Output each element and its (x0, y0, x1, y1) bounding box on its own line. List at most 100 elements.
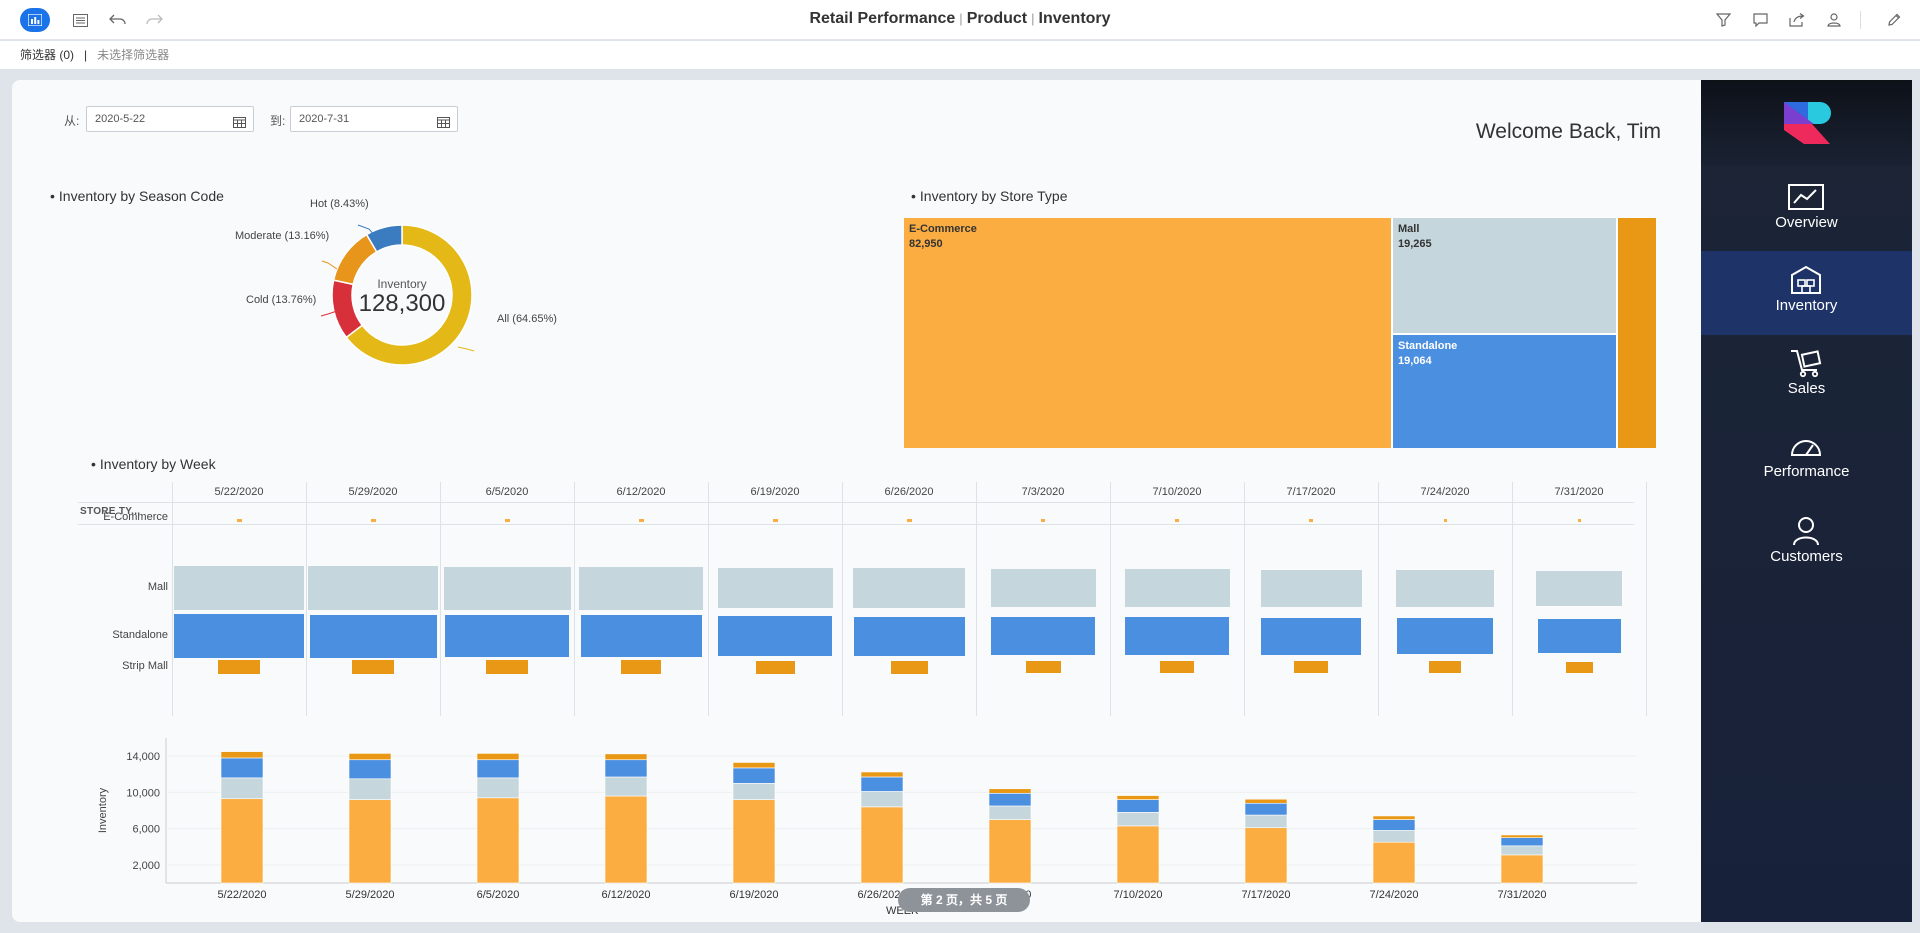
grid-cell-mark[interactable] (853, 568, 965, 608)
grid-cell-mark[interactable] (486, 660, 528, 674)
bar-segment[interactable] (1244, 798, 1288, 804)
grid-cell-mark[interactable] (443, 566, 571, 610)
grid-cell-mark[interactable] (1577, 518, 1581, 522)
grid-cell-mark[interactable] (990, 569, 1096, 607)
bar-segment[interactable] (1500, 837, 1544, 847)
grid-cell-mark[interactable] (772, 518, 778, 522)
bar-segment[interactable] (988, 788, 1032, 794)
grid-cell-mark[interactable] (1443, 518, 1447, 522)
bar-segment[interactable] (476, 797, 520, 884)
grid-cell-mark[interactable] (1537, 619, 1621, 653)
grid-cell-mark[interactable] (370, 518, 376, 522)
bar-segment[interactable] (1500, 845, 1544, 856)
grid-cell-mark[interactable] (218, 660, 260, 674)
grid-cell-mark[interactable] (1309, 518, 1313, 522)
bar-segment[interactable] (476, 759, 520, 779)
grid-cell-mark[interactable] (1260, 569, 1362, 607)
treemap-cell-strip-mall[interactable] (1616, 218, 1656, 448)
grid-cell-mark[interactable] (1125, 617, 1229, 655)
grid-cell-mark[interactable] (638, 518, 644, 522)
bar-segment[interactable] (860, 806, 904, 884)
grid-cell-mark[interactable] (1025, 661, 1061, 673)
comment-icon[interactable] (1750, 10, 1770, 30)
bar-segment[interactable] (1244, 814, 1288, 829)
bar-segment[interactable] (1116, 795, 1160, 800)
bar-segment[interactable] (732, 767, 776, 784)
grid-cell-mark[interactable] (890, 660, 928, 674)
nav-item-sales[interactable]: Sales (1701, 334, 1912, 418)
nav-item-inventory[interactable]: Inventory (1701, 251, 1912, 335)
grid-cell-mark[interactable] (1041, 518, 1045, 522)
bar-segment[interactable] (1244, 802, 1288, 816)
bar-segment[interactable] (348, 778, 392, 800)
grid-cell-mark[interactable] (621, 660, 661, 674)
bar-segment[interactable] (732, 762, 776, 769)
app-icon[interactable] (20, 8, 50, 32)
grid-cell-mark[interactable] (309, 614, 437, 658)
grid-cell-mark[interactable] (308, 566, 438, 610)
grid-cell-mark[interactable] (1175, 518, 1179, 522)
grid-cell-mark[interactable] (1397, 618, 1493, 654)
grid-cell-mark[interactable] (1565, 661, 1593, 673)
calendar-icon[interactable] (437, 113, 450, 137)
bar-segment[interactable] (860, 791, 904, 808)
bar-segment[interactable] (1244, 827, 1288, 884)
bar-segment[interactable] (1372, 819, 1416, 831)
grid-cell-mark[interactable] (1536, 570, 1622, 606)
bar-segment[interactable] (1372, 830, 1416, 843)
edit-icon[interactable] (1884, 10, 1904, 30)
grid-cell-mark[interactable] (1160, 661, 1194, 673)
bar-segment[interactable] (604, 795, 648, 884)
grid-cell-mark[interactable] (717, 568, 833, 608)
grid-cell-mark[interactable] (1261, 617, 1361, 655)
bar-segment[interactable] (860, 771, 904, 778)
bar-segment[interactable] (1116, 812, 1160, 827)
donut-slice-all[interactable] (345, 224, 473, 366)
grid-cell-mark[interactable] (1396, 569, 1494, 607)
bar-segment[interactable] (1116, 799, 1160, 813)
grid-cell-mark[interactable] (755, 660, 795, 674)
undo-icon[interactable] (107, 10, 127, 30)
bar-segment[interactable] (1372, 815, 1416, 820)
grid-cell-mark[interactable] (236, 518, 242, 522)
bar-segment[interactable] (988, 819, 1032, 884)
grid-cell-mark[interactable] (579, 566, 703, 610)
grid-cell-mark[interactable] (1124, 569, 1230, 607)
bar-segment[interactable] (1372, 841, 1416, 884)
bar-segment[interactable] (604, 759, 648, 778)
bar-segment[interactable] (604, 776, 648, 797)
nav-item-performance[interactable]: Performance (1701, 417, 1912, 501)
bar-segment[interactable] (348, 799, 392, 884)
grid-cell-mark[interactable] (991, 617, 1095, 655)
calendar-icon[interactable] (233, 113, 246, 137)
treemap-cell-ecommerce[interactable]: E-Commerce 82,950 (904, 218, 1391, 448)
bar-segment[interactable] (220, 777, 264, 800)
from-date-input[interactable]: 2020-5-22 (86, 106, 254, 132)
filter-count[interactable]: 筛选器 (0) (20, 48, 75, 62)
bar-segment[interactable] (220, 798, 264, 884)
to-date-input[interactable]: 2020-7-31 (290, 106, 458, 132)
share-icon[interactable] (1787, 10, 1807, 30)
bar-segment[interactable] (476, 777, 520, 799)
filter-icon[interactable] (1713, 10, 1733, 30)
user-icon[interactable] (1824, 10, 1844, 30)
bar-segment[interactable] (348, 759, 392, 780)
grid-cell-mark[interactable] (174, 566, 304, 610)
grid-cell-mark[interactable] (580, 615, 702, 657)
grid-cell-mark[interactable] (352, 660, 394, 674)
grid-cell-mark[interactable] (1294, 661, 1328, 673)
treemap-cell-mall[interactable]: Mall 19,265 (1391, 218, 1616, 333)
bar-segment[interactable] (988, 805, 1032, 820)
redo-icon[interactable] (144, 10, 164, 30)
bar-segment[interactable] (1500, 834, 1544, 838)
bar-segment[interactable] (1500, 854, 1544, 884)
bar-segment[interactable] (1116, 825, 1160, 884)
treemap-cell-standalone[interactable]: Standalone 19,064 (1391, 333, 1616, 448)
bar-segment[interactable] (604, 753, 648, 761)
bar-segment[interactable] (732, 799, 776, 884)
bar-segment[interactable] (476, 753, 520, 761)
grid-cell-mark[interactable] (504, 518, 510, 522)
donut-slice-hot[interactable] (365, 224, 403, 253)
bar-segment[interactable] (860, 776, 904, 792)
grid-cell-mark[interactable] (718, 616, 832, 656)
